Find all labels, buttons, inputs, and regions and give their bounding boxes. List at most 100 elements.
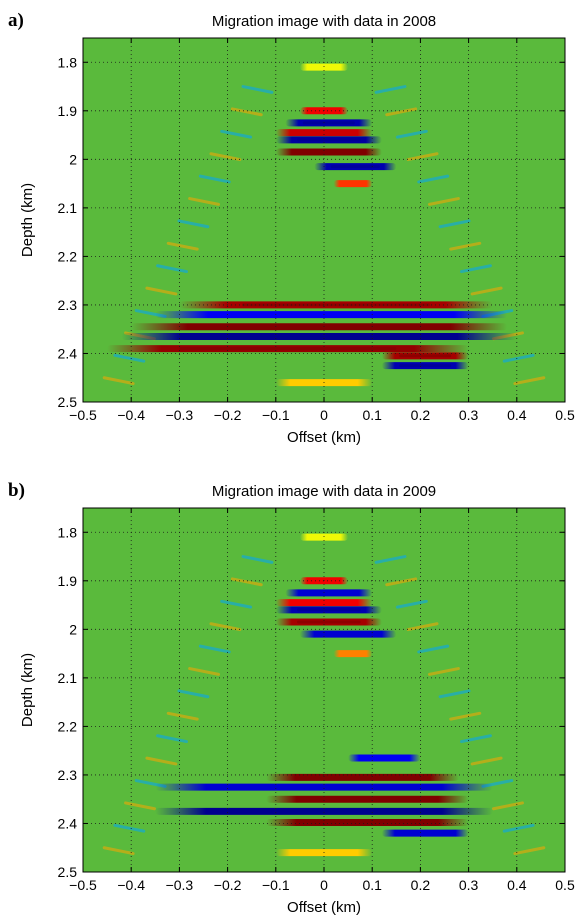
y-axis-label: Depth (km) xyxy=(19,653,36,727)
y-tick-label: 2.1 xyxy=(58,200,78,216)
x-tick-label: 0 xyxy=(320,407,328,423)
x-tick-label: −0.1 xyxy=(262,407,290,423)
reflector-event xyxy=(333,180,373,188)
reflector-event xyxy=(275,599,373,607)
aperture-edge-event xyxy=(395,599,428,609)
y-axis-label: Depth (km) xyxy=(19,183,36,257)
aperture-edge-event xyxy=(156,264,189,274)
chart-title: Migration image with data in 2008 xyxy=(212,13,436,30)
aperture-edge-event xyxy=(241,555,274,564)
aperture-edge-event xyxy=(198,644,231,654)
reflector-core xyxy=(297,608,361,612)
chart-panel-a: −0.5 −0.4 −0.3 −0.2 −0.1 0 0.1 0.2 0.3 0.4 0.5 1.8 1… xyxy=(8,10,575,446)
aperture-edge-event xyxy=(241,85,274,94)
x-tick-label: −0.4 xyxy=(117,407,145,423)
reflector-event xyxy=(275,129,373,137)
x-tick-label: −0.3 xyxy=(166,407,194,423)
aperture-edge-event xyxy=(113,823,146,833)
x-tick-label: −0.2 xyxy=(214,877,242,893)
reflector-core xyxy=(330,165,380,169)
aperture-edge-event xyxy=(209,622,242,632)
y-tick-label: 1.9 xyxy=(58,103,78,119)
aperture-edge-event xyxy=(449,711,482,721)
aperture-edge-event xyxy=(177,219,210,229)
x-tick-label: 0.4 xyxy=(507,877,527,893)
panel-label: b) xyxy=(8,480,25,501)
y-tick-label: 2.5 xyxy=(58,394,78,410)
reflector-core xyxy=(222,809,426,813)
aperture-edge-event xyxy=(230,577,263,587)
reflector-event xyxy=(285,589,373,597)
y-tick-label: 1.9 xyxy=(58,573,78,589)
reflector-event xyxy=(155,311,508,319)
aperture-edge-event xyxy=(427,197,460,206)
aperture-edge-event xyxy=(220,599,253,609)
x-tick-label: −0.1 xyxy=(262,877,290,893)
aperture-edge-event xyxy=(385,107,418,117)
reflector-core xyxy=(242,303,431,307)
x-tick-label: −0.5 xyxy=(69,407,97,423)
grid-lines xyxy=(83,508,565,872)
reflector-core xyxy=(297,620,361,624)
reflector-event xyxy=(155,783,493,791)
aperture-edge-event xyxy=(374,85,407,94)
reflector-core xyxy=(399,364,452,368)
y-tick-label: 1.8 xyxy=(58,524,78,540)
aperture-edge-event xyxy=(459,264,492,274)
reflector-event xyxy=(381,829,469,837)
y-tick-label: 2.4 xyxy=(58,815,78,831)
reflector-core xyxy=(206,325,432,329)
aperture-edge-event xyxy=(395,129,428,139)
image-area xyxy=(83,38,565,402)
aperture-edge-event xyxy=(449,241,482,251)
x-tick-label: 0.2 xyxy=(411,877,431,893)
x-tick-label: 0.5 xyxy=(555,877,575,893)
aperture-edge-event xyxy=(459,734,492,744)
grid-lines xyxy=(83,38,565,402)
chart-title: Migration image with data in 2009 xyxy=(212,483,436,500)
x-tick-label: 0.2 xyxy=(411,407,431,423)
aperture-edge-event xyxy=(230,107,263,117)
x-tick-label: 0.5 xyxy=(555,407,575,423)
y-tick-label: 2.2 xyxy=(58,718,78,734)
y-tick-label: 2 xyxy=(69,621,77,637)
aperture-edge-event xyxy=(470,756,503,766)
y-tick-label: 2.3 xyxy=(58,297,78,313)
aperture-edge-event xyxy=(513,376,546,386)
y-tick-label: 2 xyxy=(69,151,77,167)
x-tick-label: 0.1 xyxy=(362,407,382,423)
aperture-edge-event xyxy=(438,689,471,699)
aperture-edge-event xyxy=(470,286,503,296)
aperture-edge-event xyxy=(513,846,546,856)
reflector-event xyxy=(348,754,421,762)
reflector-event xyxy=(333,650,373,658)
aperture-edge-event xyxy=(145,286,178,296)
reflector-core xyxy=(306,820,429,824)
reflector-event xyxy=(299,630,397,638)
reflector-core xyxy=(399,354,452,358)
reflector-core xyxy=(200,334,438,338)
reflector-event xyxy=(299,533,349,541)
aperture-edge-event xyxy=(427,667,460,676)
x-tick-label: 0 xyxy=(320,877,328,893)
aperture-edge-event xyxy=(156,734,189,744)
aperture-edge-event xyxy=(502,353,535,363)
aperture-edge-event xyxy=(492,801,524,811)
reflector-core xyxy=(297,138,361,142)
aperture-edge-event xyxy=(166,711,199,721)
x-tick-label: −0.5 xyxy=(69,877,97,893)
aperture-edge-event xyxy=(417,644,450,654)
x-tick-label: −0.3 xyxy=(166,877,194,893)
aperture-edge-event xyxy=(102,376,135,386)
y-tick-label: 2.4 xyxy=(58,345,78,361)
reflector-core xyxy=(306,797,429,801)
aperture-edge-event xyxy=(374,555,407,564)
image-area xyxy=(83,508,565,872)
aperture-edge-event xyxy=(220,129,253,139)
x-tick-label: 0.3 xyxy=(459,407,479,423)
x-tick-label: 0.1 xyxy=(362,877,382,893)
aperture-edge-event xyxy=(177,689,210,699)
x-tick-label: −0.2 xyxy=(214,407,242,423)
y-tick-label: 2.1 xyxy=(58,670,78,686)
